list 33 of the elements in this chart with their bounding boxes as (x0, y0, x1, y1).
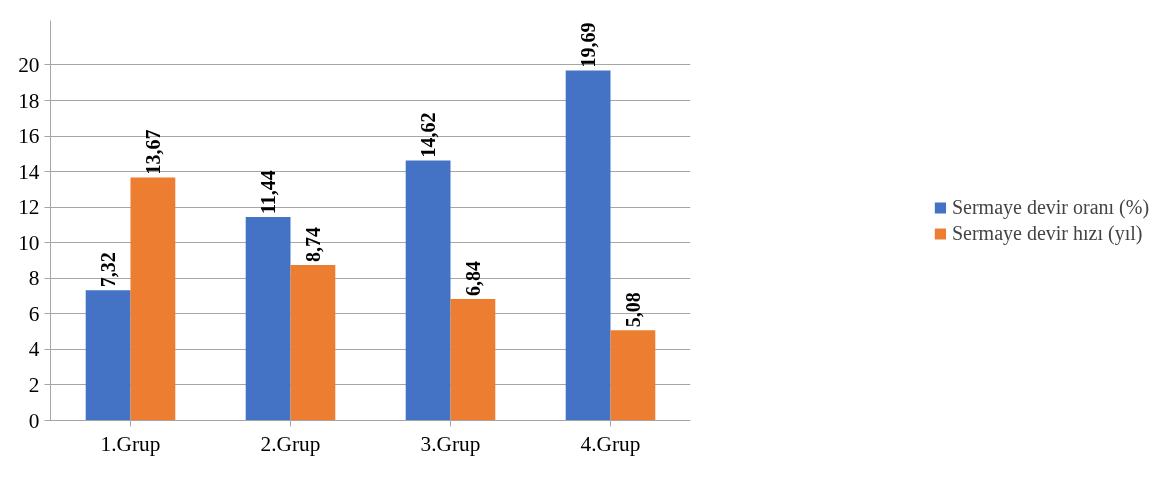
bar (245, 217, 291, 421)
x-tick-label: 3.Grup (420, 431, 481, 456)
bar (610, 330, 656, 421)
bar (450, 298, 496, 421)
data-label: 7,32 (97, 252, 120, 288)
x-tick-label: 1.Grup (100, 431, 161, 456)
y-tick-label: 10 (18, 230, 40, 255)
y-tick-label: 4 (28, 337, 40, 362)
legend-label: Sermaye devir hızı (yıl) (951, 221, 1143, 245)
y-tick-label: 8 (28, 266, 40, 291)
y-tick-label: 16 (18, 124, 40, 149)
legend-label: Sermaye devir oranı (%) (951, 195, 1150, 219)
bar (290, 265, 336, 421)
bar (565, 70, 611, 421)
data-label: 11,44 (257, 170, 280, 215)
y-tick-label: 12 (18, 195, 40, 220)
bar (85, 290, 131, 421)
data-label: 13,67 (141, 129, 164, 175)
x-tick-label: 2.Grup (260, 431, 321, 456)
data-label: 5,08 (621, 292, 644, 328)
y-tick-label: 6 (28, 301, 40, 326)
data-label: 14,62 (417, 112, 440, 158)
x-tick-label: 4.Grup (580, 431, 641, 456)
data-label: 8,74 (301, 227, 324, 263)
y-tick-label: 0 (28, 408, 40, 433)
bar (130, 177, 176, 421)
data-label: 19,69 (577, 22, 600, 68)
y-tick-label: 2 (28, 372, 40, 397)
bar (405, 160, 451, 421)
y-tick-label: 14 (18, 159, 40, 184)
data-label: 6,84 (461, 260, 484, 296)
y-tick-label: 18 (18, 88, 40, 113)
y-tick-label: 20 (18, 52, 40, 77)
